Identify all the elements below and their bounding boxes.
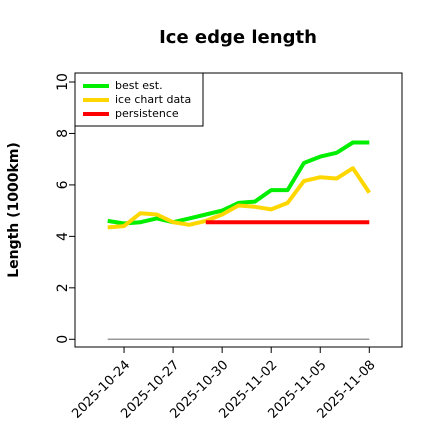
legend-label: ice chart data <box>115 93 191 106</box>
chart-title: Ice edge length <box>159 27 317 48</box>
line <box>107 166 371 230</box>
y-tick-label: 0 <box>55 335 71 344</box>
y-tick-label: 6 <box>55 180 71 189</box>
y-tick-label: 2 <box>55 283 71 292</box>
line <box>107 140 370 226</box>
y-tick-label: 10 <box>55 73 71 91</box>
y-tick-label: 8 <box>55 129 71 138</box>
y-tick-label: 4 <box>55 232 71 241</box>
legend-label: best est. <box>115 79 163 92</box>
legend-label: persistence <box>115 107 179 120</box>
plot-frame <box>74 72 403 348</box>
y-axis-label: Length (1000km) <box>6 142 22 278</box>
